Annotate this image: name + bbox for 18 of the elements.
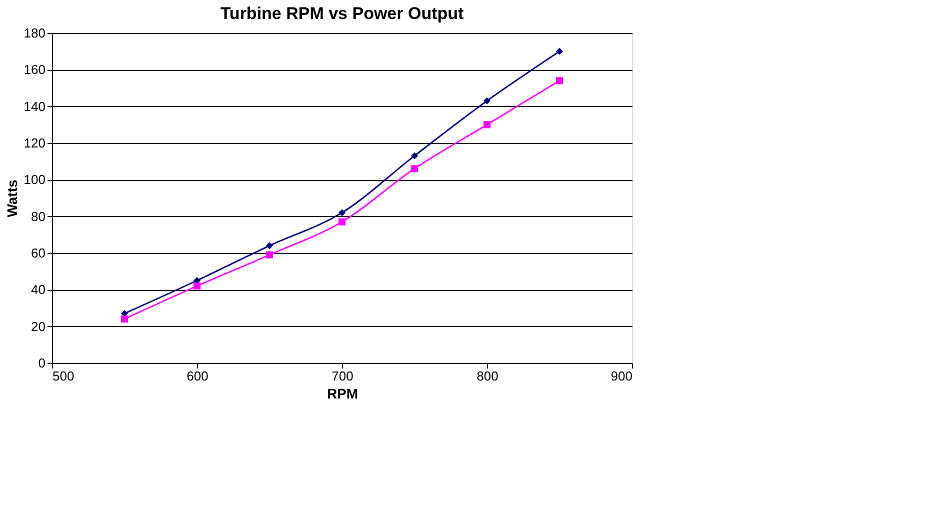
y-tick-label: 100	[24, 172, 46, 188]
x-tick-label: 500	[52, 368, 74, 384]
x-axis-title: RPM	[326, 386, 358, 402]
x-tick-label: 700	[332, 368, 354, 384]
y-tick-label: 20	[31, 318, 46, 334]
chart-title: Turbine RPM vs Power Output	[220, 4, 464, 23]
y-tick-label: 80	[31, 208, 46, 224]
y-tick-label: 140	[24, 98, 46, 114]
y-tick-label: 120	[24, 136, 46, 150]
x-tick-label: 800	[476, 368, 498, 384]
y-tick-label: 40	[31, 282, 46, 298]
y-tick-label: 160	[24, 62, 46, 78]
y-tick-label: 60	[31, 246, 46, 260]
y-tick-label: 0	[38, 356, 46, 370]
y-axis-title: Watts	[4, 179, 20, 218]
x-tick-label: 600	[186, 368, 208, 384]
y-tick-label: 180	[24, 26, 46, 40]
x-tick-label: 900	[610, 368, 632, 384]
